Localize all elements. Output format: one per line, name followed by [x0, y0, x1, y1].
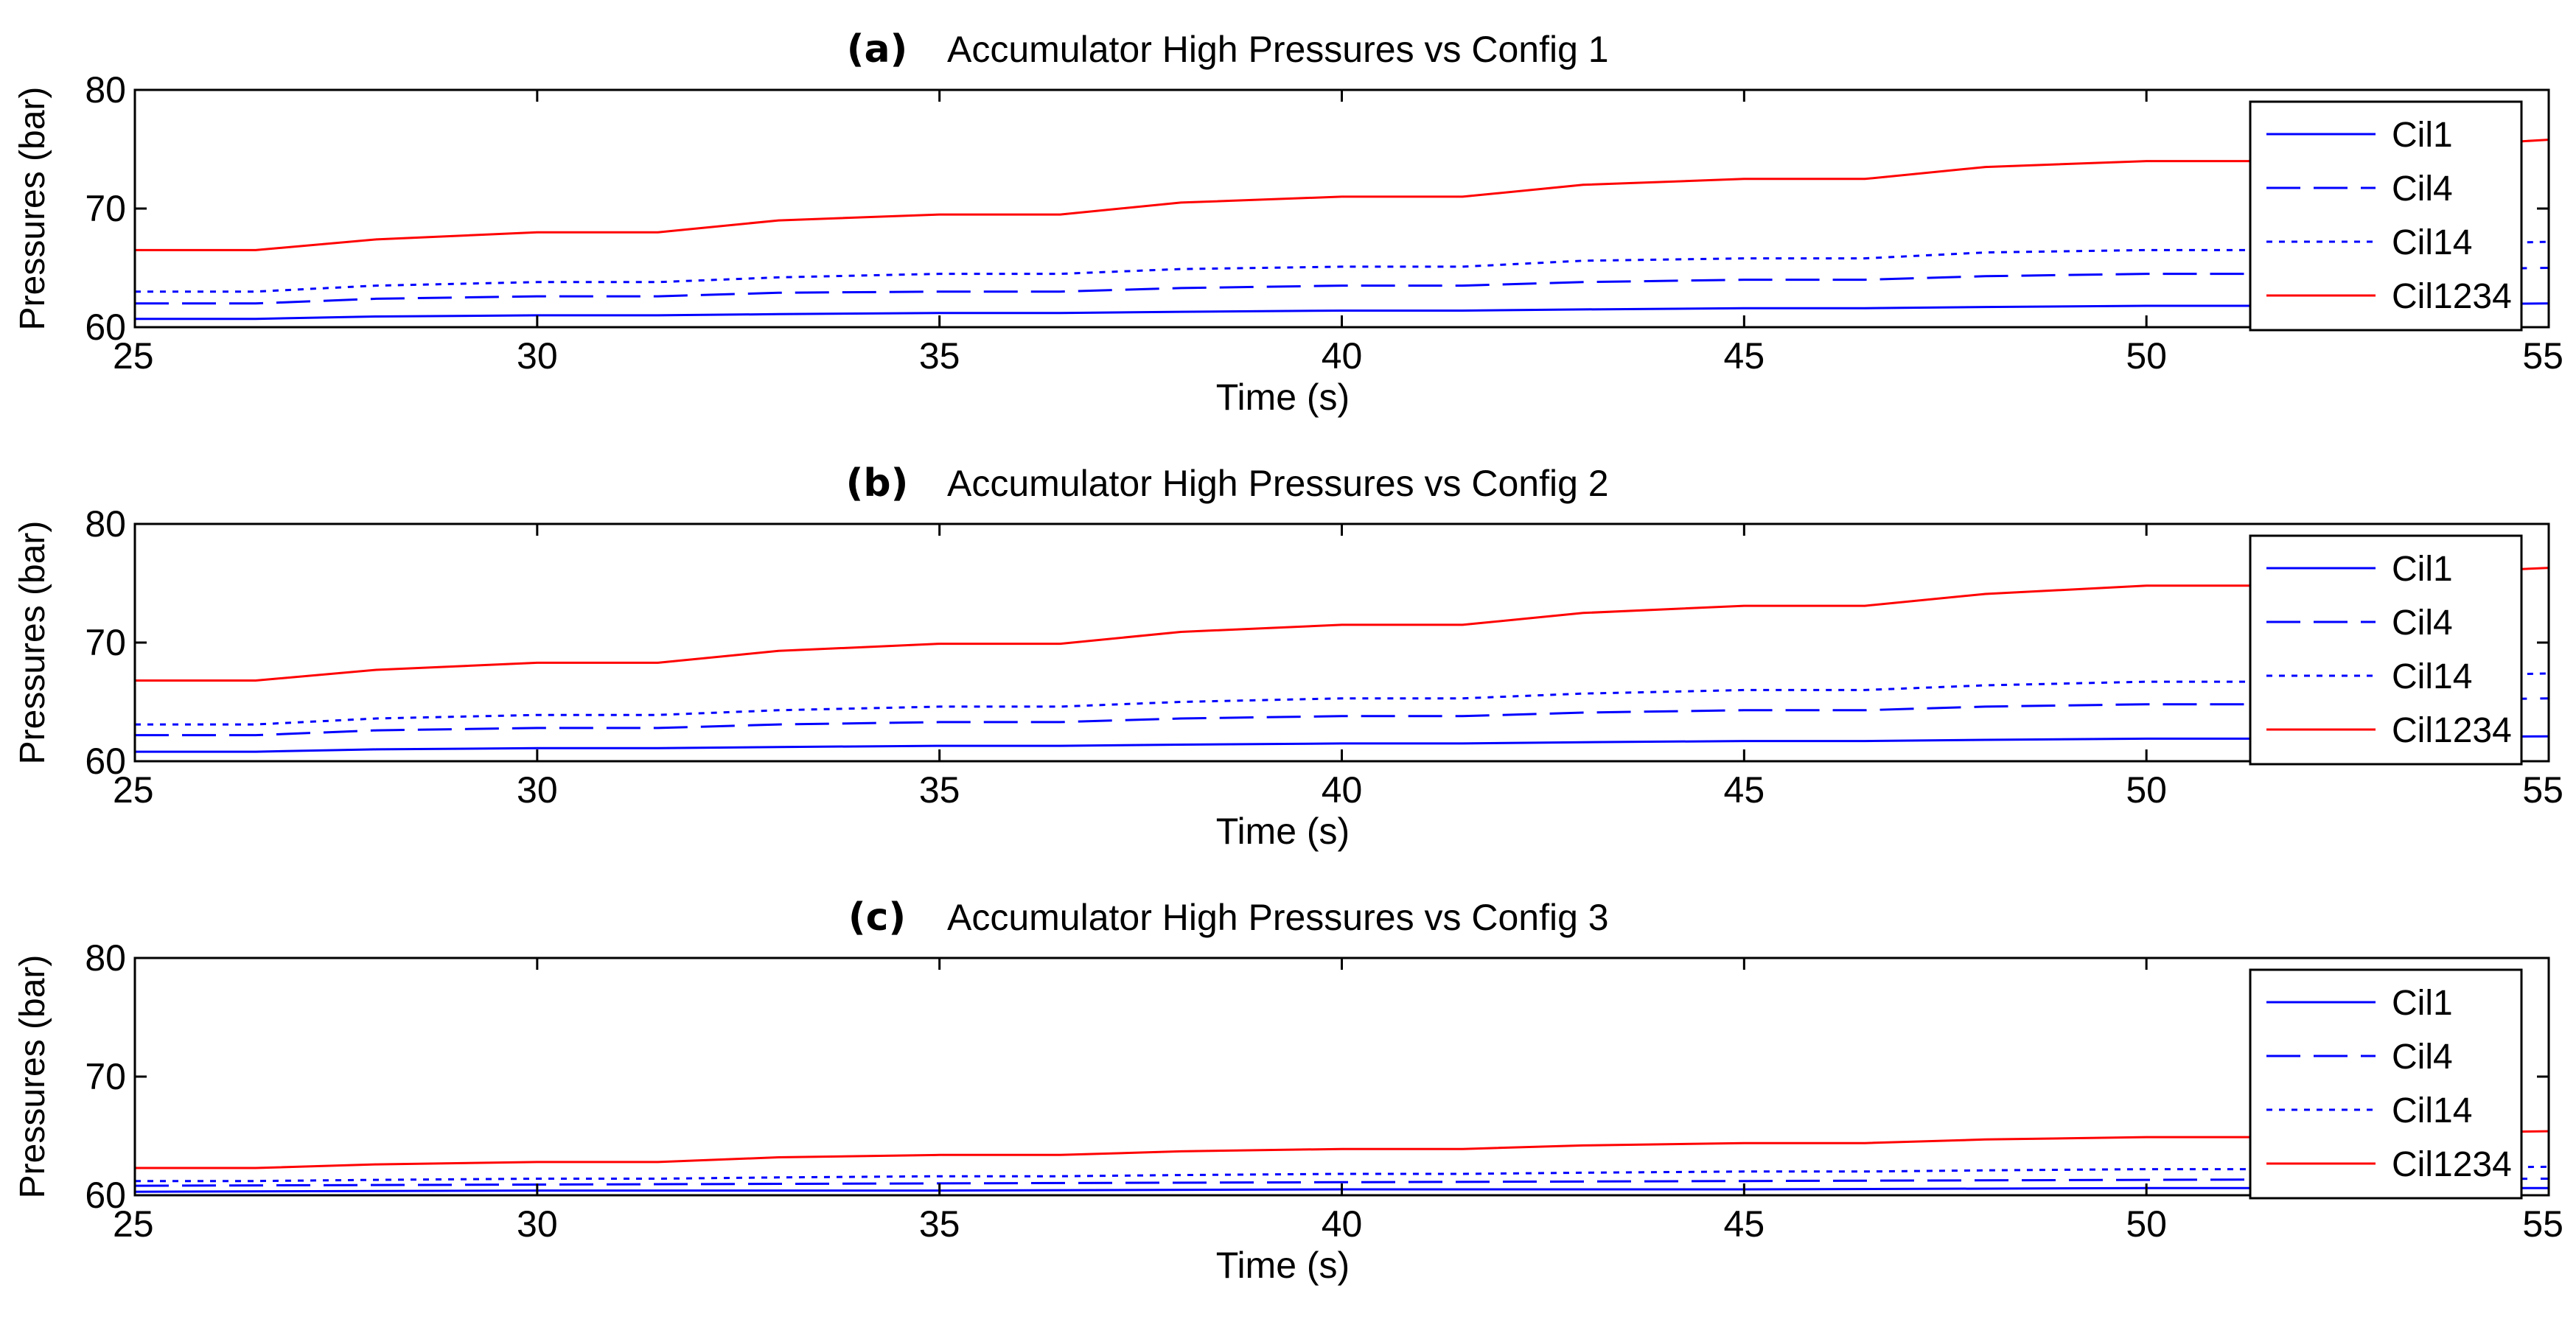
chart-title: Accumulator High Pressures vs Config 2 — [947, 463, 1609, 504]
x-tick-label: 35 — [919, 335, 960, 377]
series-line-cil14 — [135, 240, 2549, 293]
plot-area — [135, 524, 2549, 761]
legend-label: Cil1 — [2392, 550, 2453, 589]
legend-label: Cil1234 — [2392, 277, 2512, 316]
x-tick-label: 45 — [1724, 769, 1765, 811]
legend-label: Cil14 — [2392, 1091, 2472, 1130]
y-tick-label: 70 — [85, 188, 126, 229]
y-axis-label: Pressures (bar) — [13, 87, 52, 331]
chart-title: Accumulator High Pressures vs Config 1 — [947, 29, 1609, 70]
y-tick-label: 60 — [85, 307, 126, 348]
x-tick-label: 50 — [2126, 769, 2167, 811]
legend: Cil1 Cil4 Cil14 Cil1234 — [2249, 968, 2523, 1200]
x-axis-label: Time (s) — [1216, 377, 1350, 418]
x-tick-label: 55 — [2522, 335, 2563, 377]
x-tick-label: 30 — [517, 1203, 558, 1245]
series-line-cil1 — [135, 735, 2549, 753]
series-line-cil14 — [135, 1165, 2549, 1183]
legend-label: Cil14 — [2392, 223, 2472, 262]
legend-label: Cil14 — [2392, 657, 2472, 696]
x-tick-label: 35 — [919, 1203, 960, 1245]
legend-box — [2249, 534, 2523, 766]
y-tick-label: 80 — [85, 69, 126, 111]
x-tick-label: 45 — [1724, 1203, 1765, 1245]
x-tick-label: 40 — [1322, 1203, 1363, 1245]
x-tick-label: 50 — [2126, 1203, 2167, 1245]
x-tick-label: 30 — [517, 335, 558, 377]
y-axis-label: Pressures (bar) — [13, 521, 52, 765]
y-tick-label: 70 — [85, 622, 126, 663]
x-tick-label: 35 — [919, 769, 960, 811]
x-tick-label: 50 — [2126, 335, 2167, 377]
x-tick-label: 45 — [1724, 335, 1765, 377]
x-tick-label: 30 — [517, 769, 558, 811]
legend-box — [2249, 100, 2523, 332]
y-tick-label: 70 — [85, 1056, 126, 1097]
x-tick-label: 40 — [1322, 769, 1363, 811]
plot-area — [135, 958, 2549, 1195]
y-axis-label: Pressures (bar) — [13, 955, 52, 1199]
series-line-cil14 — [135, 672, 2549, 726]
chart-title: Accumulator High Pressures vs Config 3 — [947, 897, 1609, 938]
chart-panel-1: 25 30 35 40 45 50 55 60 70 80 Time (s) Pressures (b… — [13, 27, 2563, 418]
series-line-cil1234 — [135, 1130, 2549, 1169]
x-tick-label: 55 — [2522, 769, 2563, 811]
legend-label: Cil1234 — [2392, 1145, 2512, 1184]
y-tick-label: 80 — [85, 937, 126, 979]
y-tick-label: 60 — [85, 1175, 126, 1216]
series-line-cil1234 — [135, 139, 2549, 251]
y-tick-label: 80 — [85, 503, 126, 545]
series-line-cil4 — [135, 697, 2549, 737]
legend-label: Cil4 — [2392, 169, 2453, 209]
legend: Cil1 Cil4 Cil14 Cil1234 — [2249, 534, 2523, 766]
y-tick-label: 60 — [85, 741, 126, 782]
legend: Cil1 Cil4 Cil14 Cil1234 — [2249, 100, 2523, 332]
panel-label: (c) — [848, 895, 906, 940]
series-line-cil1 — [135, 302, 2549, 321]
legend-label: Cil1 — [2392, 116, 2453, 155]
chart-panel-2: 25 30 35 40 45 50 55 60 70 80 Time (s) Pressures (b… — [13, 461, 2563, 852]
series-line-cil1234 — [135, 567, 2549, 682]
x-tick-label: 40 — [1322, 335, 1363, 377]
x-tick-label: 55 — [2522, 1203, 2563, 1245]
legend-label: Cil1 — [2392, 984, 2453, 1023]
x-tick-label: 25 — [113, 335, 154, 377]
legend-label: Cil1234 — [2392, 711, 2512, 750]
x-axis-label: Time (s) — [1216, 811, 1350, 852]
legend-box — [2249, 968, 2523, 1200]
plot-area — [135, 90, 2549, 327]
series-line-cil4 — [135, 267, 2549, 305]
x-tick-label: 25 — [113, 769, 154, 811]
legend-label: Cil4 — [2392, 1038, 2453, 1077]
legend-label: Cil4 — [2392, 604, 2453, 643]
panel-label: (b) — [846, 461, 909, 506]
panel-label: (a) — [847, 27, 908, 71]
x-tick-label: 25 — [113, 1203, 154, 1245]
x-axis-label: Time (s) — [1216, 1245, 1350, 1286]
chart-panel-3: 25 30 35 40 45 50 55 60 70 80 Time (s) Pressures (b… — [13, 895, 2563, 1286]
